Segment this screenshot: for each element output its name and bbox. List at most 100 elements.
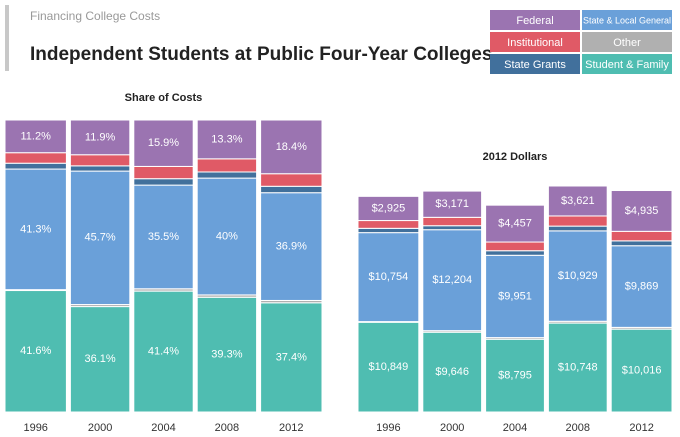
bar-segment (485, 338, 545, 413)
data-label: 41.3% (20, 223, 51, 235)
data-label: 11.2% (21, 130, 52, 142)
bar-segment (133, 290, 194, 413)
legend-swatch (490, 32, 580, 52)
legend-label: State Grants (504, 59, 566, 71)
data-label: $8,795 (498, 370, 532, 382)
bar-segment (547, 215, 608, 227)
data-label: 35.5% (148, 231, 179, 243)
bar-segment (69, 170, 131, 306)
data-label: $10,754 (369, 271, 409, 283)
bar-segment (4, 152, 67, 164)
bar-segment (610, 328, 673, 413)
bar-segment (69, 119, 131, 156)
data-label: $10,016 (622, 364, 662, 376)
data-label: 37.4% (276, 351, 307, 363)
bar-segment (357, 220, 420, 229)
data-label: $9,951 (498, 290, 532, 302)
x-tick-label: 1996 (23, 422, 47, 434)
chart-title: Independent Students at Public Four-Year… (30, 44, 492, 65)
data-label: $3,621 (561, 195, 595, 207)
bar-segment (260, 192, 323, 301)
legend-swatch (490, 10, 580, 30)
bar-segment (547, 225, 608, 232)
x-tick-label: 1996 (376, 422, 400, 434)
x-tick-label: 2000 (440, 422, 464, 434)
legend-swatch (582, 32, 672, 52)
data-label: 36.1% (84, 353, 115, 365)
supertitle: Financing College Costs (30, 9, 160, 23)
bar-segment (133, 165, 194, 180)
bar-segment (69, 165, 131, 172)
data-label: $10,849 (369, 361, 409, 373)
data-label: $4,457 (498, 218, 532, 230)
bar-segment (4, 119, 67, 154)
data-label: 15.9% (148, 137, 179, 149)
bar-segment (547, 230, 608, 322)
legend-label: Other (613, 37, 641, 49)
bar-segment (133, 178, 194, 186)
data-label: $10,748 (558, 361, 598, 373)
bar-segment (610, 240, 673, 247)
bar-segment (4, 168, 67, 291)
bar-segment (4, 162, 67, 170)
data-label: 41.4% (148, 345, 179, 357)
data-label: $10,929 (558, 270, 598, 282)
bar-segment (196, 296, 258, 413)
bar-segment (69, 154, 131, 167)
data-label: 36.9% (276, 240, 307, 252)
data-label: $2,925 (372, 202, 406, 214)
bar-segment (610, 190, 673, 232)
bar-segment (610, 245, 673, 328)
bar-segment (485, 241, 545, 252)
bar-segment (422, 216, 483, 227)
x-tick-label: 2000 (88, 422, 112, 434)
legend-swatch (490, 54, 580, 74)
bar-segment (422, 331, 483, 413)
title-accent (5, 5, 9, 71)
x-tick-label: 2012 (279, 422, 303, 434)
bar-segment (196, 171, 258, 179)
bar-segment (485, 204, 545, 243)
bar-segment (196, 177, 258, 296)
bar-segment (422, 190, 483, 218)
x-tick-label: 2008 (215, 422, 239, 434)
data-label: 40% (216, 230, 238, 242)
bar-segment (610, 230, 673, 242)
data-label: 18.4% (276, 141, 307, 153)
x-tick-label: 2004 (151, 422, 175, 434)
data-label: $12,204 (432, 274, 472, 286)
data-label: 13.3% (211, 133, 242, 145)
bar-segment (196, 119, 258, 160)
legend-label: Institutional (507, 37, 563, 49)
legend-label: Student & Family (585, 59, 669, 71)
bar-segment (422, 229, 483, 332)
data-label: $9,646 (435, 366, 469, 378)
data-label: $3,171 (435, 198, 469, 210)
data-label: 39.3% (211, 349, 242, 361)
x-tick-label: 2012 (629, 422, 653, 434)
legend-swatch (582, 10, 672, 30)
legend-swatch (582, 54, 672, 74)
bar-segment (69, 306, 131, 413)
subchart-title: Share of Costs (125, 92, 203, 104)
x-tick-label: 2004 (503, 422, 527, 434)
bar-segment (547, 322, 608, 413)
legend-label: Federal (516, 15, 553, 27)
bar-segment (196, 158, 258, 173)
bar-segment (260, 173, 323, 187)
bar-segment (547, 185, 608, 217)
x-tick-label: 2008 (566, 422, 590, 434)
data-label: $9,869 (625, 280, 659, 292)
bar-segment (133, 184, 194, 290)
subchart-title: 2012 Dollars (483, 151, 548, 163)
bar-segment (260, 185, 323, 194)
data-label: 41.6% (20, 345, 51, 357)
bar-segment (357, 321, 420, 413)
bar-segment (422, 225, 483, 231)
data-label: 45.7% (84, 232, 115, 244)
bar-segment (133, 119, 194, 167)
bar-segment (357, 232, 420, 323)
bar-segment (357, 195, 420, 222)
legend-label: State & Local General (583, 15, 671, 25)
